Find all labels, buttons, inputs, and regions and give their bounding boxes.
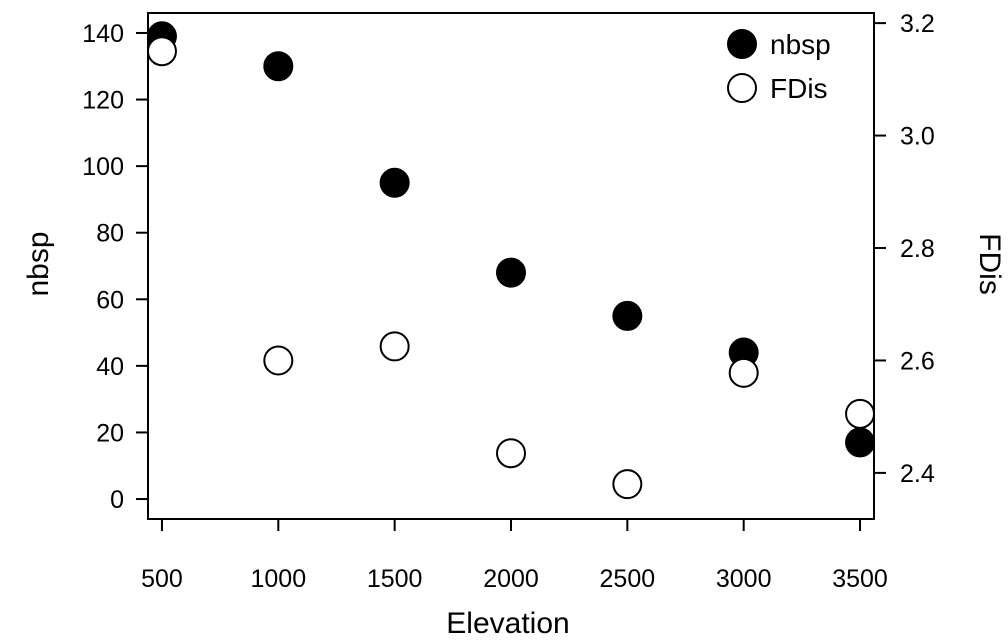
x-tick-label: 1000	[250, 565, 306, 593]
legend-marker-nbsp	[727, 29, 757, 59]
point-nbsp	[496, 257, 526, 288]
y-axis-nbsp: 0 20 40 60 80 100 120 140	[82, 20, 148, 514]
point-nbsp	[612, 300, 643, 331]
x-tick-label: 3000	[716, 565, 772, 593]
legend-label-nbsp: nbsp	[770, 29, 831, 60]
y-tick-label: 40	[96, 353, 124, 381]
y2-axis-label-fdis: FDis	[973, 233, 1006, 295]
y-tick-label: 0	[110, 486, 124, 514]
y2-tick-label: 3.2	[900, 10, 935, 38]
point-nbsp	[845, 427, 876, 458]
point-fdis	[379, 331, 410, 362]
point-fdis	[728, 357, 759, 388]
y-axis-label-nbsp: nbsp	[22, 231, 55, 296]
legend-marker-fdis	[727, 73, 757, 103]
point-nbsp	[263, 51, 294, 82]
x-tick-label: 1500	[367, 565, 423, 593]
y-tick-label: 140	[82, 20, 124, 48]
point-fdis	[146, 36, 177, 67]
y-axis-fdis: 2.4 2.6 2.8 3.0 3.2	[874, 10, 935, 488]
x-axis-label: Elevation	[446, 607, 569, 640]
point-fdis	[263, 345, 294, 376]
y-tick-label: 120	[82, 87, 124, 115]
y-tick-label: 100	[82, 153, 124, 181]
y2-tick-label: 2.6	[900, 347, 935, 375]
y-tick-label: 80	[96, 220, 124, 248]
y2-tick-label: 2.4	[900, 460, 935, 488]
x-tick-label: 2500	[600, 565, 656, 593]
point-fdis	[612, 469, 643, 500]
y2-tick-label: 2.8	[900, 235, 935, 263]
x-axis: 500 1000 1500 2000 2500 3000 3500	[141, 519, 888, 593]
y2-tick-label: 3.0	[900, 123, 935, 151]
point-nbsp	[379, 167, 410, 198]
x-tick-label: 500	[141, 565, 183, 593]
x-tick-label: 2000	[483, 565, 539, 593]
legend-label-fdis: FDis	[770, 73, 828, 104]
point-fdis	[496, 438, 526, 469]
point-fdis	[845, 398, 876, 429]
y-tick-label: 60	[96, 286, 124, 314]
y-tick-label: 20	[96, 419, 124, 447]
x-tick-label: 3500	[832, 565, 888, 593]
legend: nbsp FDis	[727, 29, 831, 104]
data-points	[146, 21, 876, 500]
